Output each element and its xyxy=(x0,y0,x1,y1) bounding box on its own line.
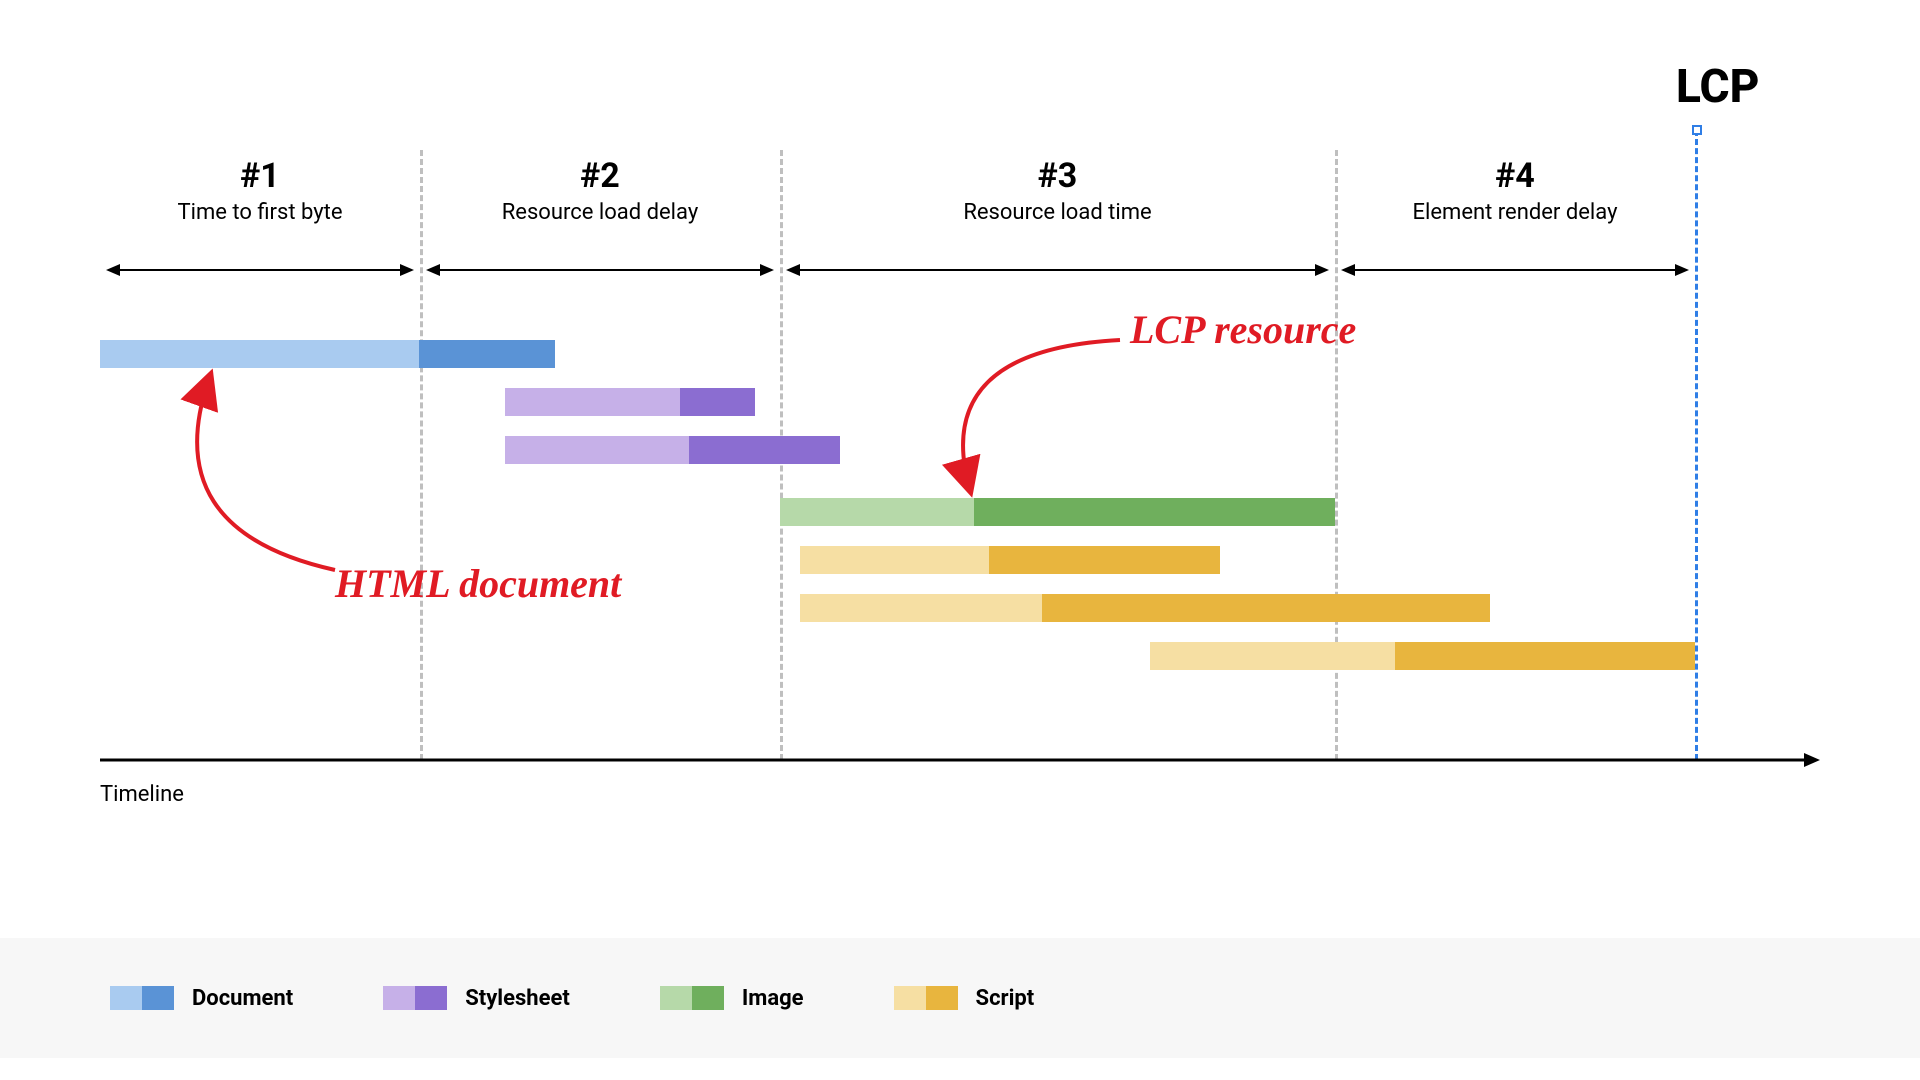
phase-number: #3 xyxy=(780,156,1335,196)
phase-divider-1 xyxy=(420,150,423,760)
annotation-lcp-resource: LCP resource xyxy=(1130,306,1356,353)
legend-item-image: Image xyxy=(660,986,804,1011)
legend-item-stylesheet: Stylesheet xyxy=(383,986,570,1011)
legend-item-script: Script xyxy=(894,986,1035,1011)
timeline-label: Timeline xyxy=(100,782,184,807)
legend: Document Stylesheet Image Script xyxy=(0,938,1920,1058)
timeline-axis xyxy=(100,750,1820,770)
phase-span-arrow-1 xyxy=(106,260,414,280)
phase-subtitle: Time to first byte xyxy=(100,200,420,225)
legend-swatch xyxy=(383,986,447,1010)
phase-number: #4 xyxy=(1335,156,1695,196)
waterfall-bar-document xyxy=(100,340,555,368)
legend-swatch xyxy=(660,986,724,1010)
phase-span-arrow-2 xyxy=(426,260,774,280)
phase-header-2: #2 Resource load delay xyxy=(420,156,780,225)
legend-label: Image xyxy=(742,986,804,1011)
waterfall-bar-stylesheet xyxy=(505,388,755,416)
phase-number: #2 xyxy=(420,156,780,196)
waterfall-bar-stylesheet xyxy=(505,436,840,464)
legend-label: Document xyxy=(192,986,293,1011)
lcp-title: LCP xyxy=(1676,60,1759,114)
waterfall-bar-script xyxy=(800,594,1490,622)
phase-span-arrow-4 xyxy=(1341,260,1689,280)
lcp-marker-icon xyxy=(1692,125,1702,135)
timeline-diagram: LCP #1 Time to first byte #2 Resource lo… xyxy=(100,60,1820,810)
phase-number: #1 xyxy=(100,156,420,196)
waterfall-bar-script xyxy=(800,546,1220,574)
phase-header-3: #3 Resource load time xyxy=(780,156,1335,225)
phase-span-arrow-3 xyxy=(786,260,1329,280)
phase-header-1: #1 Time to first byte xyxy=(100,156,420,225)
phase-subtitle: Resource load delay xyxy=(420,200,780,225)
phase-subtitle: Element render delay xyxy=(1335,200,1695,225)
legend-label: Stylesheet xyxy=(465,986,570,1011)
legend-label: Script xyxy=(976,986,1035,1011)
legend-swatch xyxy=(894,986,958,1010)
legend-item-document: Document xyxy=(110,986,293,1011)
phase-header-4: #4 Element render delay xyxy=(1335,156,1695,225)
legend-swatch xyxy=(110,986,174,1010)
lcp-marker-line xyxy=(1695,130,1698,760)
waterfall-bar-script xyxy=(1150,642,1695,670)
waterfall-bar-image xyxy=(780,498,1335,526)
phase-subtitle: Resource load time xyxy=(780,200,1335,225)
annotation-html-document: HTML document xyxy=(335,560,621,607)
